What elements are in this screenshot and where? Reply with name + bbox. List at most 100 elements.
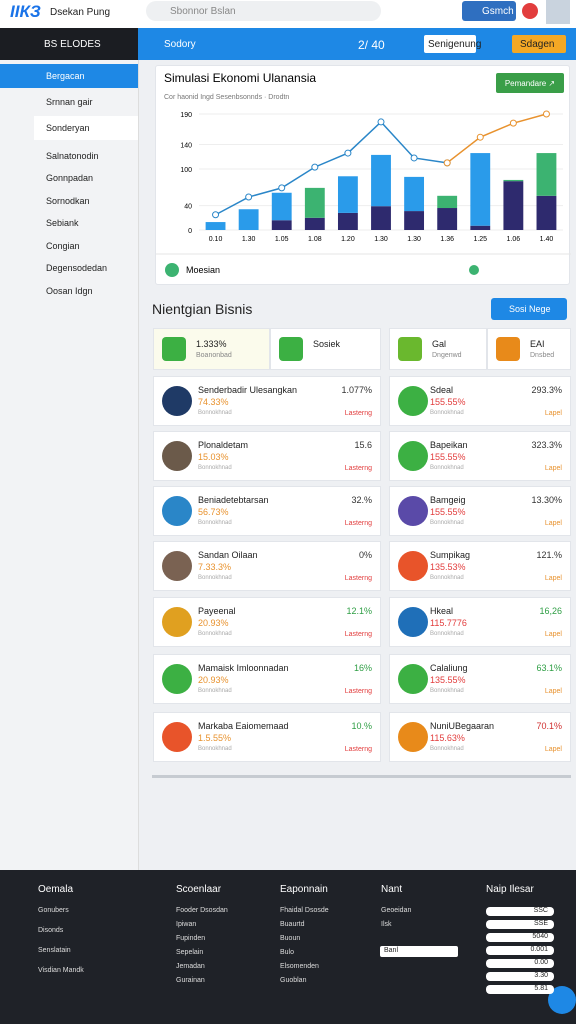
item-value: 16,26 xyxy=(539,606,562,616)
footer-link[interactable]: Bulo xyxy=(280,949,295,956)
menu-text: Sornodkan xyxy=(46,195,90,206)
rate-row: SSE xyxy=(486,920,554,929)
item-link[interactable]: Lapel xyxy=(544,575,562,582)
rate-value: 5040 xyxy=(532,933,548,940)
item-card[interactable]: Sdeal 155.55% Bonnokhnad 293.3% Lapel xyxy=(389,376,571,426)
footer-link[interactable]: Gonubers xyxy=(38,907,69,914)
item-link[interactable]: Lasterng xyxy=(344,746,372,753)
menu-item[interactable]: Sornodkan xyxy=(34,189,138,213)
summary-sub: Dnsbed xyxy=(530,352,555,359)
logo[interactable]: ІІКЗ xyxy=(10,2,41,21)
chart-button-text: Pemandare ↗ xyxy=(505,79,555,88)
item-pct: 135.53% xyxy=(430,562,466,572)
item-link[interactable]: Lasterng xyxy=(344,465,372,472)
item-sub: Bonnokhnad xyxy=(198,520,232,526)
item-card[interactable]: Hkeal 115.7776 Bonnokhnad 16,26 Lapel xyxy=(389,597,571,647)
footer-link[interactable]: Jemadan xyxy=(176,963,205,970)
menu-item[interactable]: Congian xyxy=(34,234,138,258)
button[interactable]: Sdagen xyxy=(512,35,566,53)
footer-link[interactable]: Geoeidan xyxy=(381,907,412,914)
menu-item[interactable]: Srnnan gair xyxy=(34,90,138,114)
icon[interactable] xyxy=(469,265,479,275)
summary-card[interactable]: Sosiek xyxy=(270,328,381,370)
item-sub: Bonnokhnad xyxy=(198,465,232,471)
avatar[interactable] xyxy=(546,0,570,24)
footer-heading: Oemala xyxy=(38,884,74,895)
menu-item[interactable]: Degensodedan xyxy=(34,256,138,280)
footer-heading: Nant xyxy=(381,884,403,895)
footer-link[interactable]: Senslatain xyxy=(38,947,71,954)
footer-link[interactable]: Fooder Dsosdan xyxy=(176,907,228,914)
item-card[interactable]: Plonaldetam 15.03% Bonnokhnad 15.6 Lasterng xyxy=(153,431,381,481)
menu-item[interactable]: Sonderyan xyxy=(34,116,138,140)
x-tick-label: 1.05 xyxy=(275,236,289,243)
search[interactable]: Sbonnor Bslan xyxy=(146,1,381,21)
button[interactable]: Senigenung xyxy=(424,35,481,53)
footer-link[interactable]: Elsomenden xyxy=(280,963,319,970)
item-card[interactable]: NuniUBegaaran 115.63% Bonnokhnad 70.1% Lapel xyxy=(389,712,571,762)
rate-value: SSE xyxy=(533,920,548,927)
footer-link[interactable]: Gurainan xyxy=(176,977,205,984)
item-link[interactable]: Lasterng xyxy=(344,410,372,417)
footer-link[interactable]: Fhaidal Dsosde xyxy=(280,907,329,914)
footer-link[interactable]: Ilsk xyxy=(381,921,392,928)
item-card[interactable]: Sumpikag 135.53% Bonnokhnad 121.% Lapel xyxy=(389,541,571,591)
item-link[interactable]: Lasterng xyxy=(344,575,372,582)
item-card[interactable]: Markaba Eaiomemaad 1.5.55% Bonnokhnad 10.% L… xyxy=(153,712,381,762)
item-card[interactable]: Senderbadir Ulesangkan 74.33% Bonnokhnad 1.… xyxy=(153,376,381,426)
topbar: ІІКЗ Dsekan Pung Sbonnor Bslan Gsmch xyxy=(0,0,576,28)
item-card[interactable]: Sandan Oilaan 7.33.3% Bonnokhnad 0% Lasterng xyxy=(153,541,381,591)
item-card[interactable]: Bapeikan 155.55% Bonnokhnad 323.3% Lapel xyxy=(389,431,571,481)
item-link[interactable]: Lasterng xyxy=(344,688,372,695)
section-button[interactable]: Sosi Nege xyxy=(491,298,567,320)
item-link[interactable]: Lasterng xyxy=(344,520,372,527)
item-link[interactable]: Lapel xyxy=(544,410,562,417)
menu-item[interactable]: Sebiank xyxy=(34,211,138,235)
input[interactable]: Banl xyxy=(380,946,458,957)
item-card[interactable]: Calaliung 135.55% Bonnokhnad 63.1% Lapel xyxy=(389,654,571,704)
item-value: 63.1% xyxy=(536,663,562,673)
summary-card[interactable]: EAI Dnsbed xyxy=(487,328,571,370)
summary-card[interactable]: 1.333% Boanonbad xyxy=(153,328,270,370)
x-tick-label: 1.08 xyxy=(308,236,322,243)
rate-row: 5.81 xyxy=(486,985,554,994)
summary-card[interactable]: Gal Dngenwd xyxy=(389,328,487,370)
menu-text: Bergacan xyxy=(46,71,85,81)
item-card[interactable]: Beniadetebtarsan 56.73% Bonnokhnad 32.% Last… xyxy=(153,486,381,536)
footer-link[interactable]: Sepelain xyxy=(176,949,204,956)
button[interactable]: Gsmch xyxy=(462,1,516,21)
item-link[interactable]: Lasterng xyxy=(344,631,372,638)
item-card[interactable]: Bamgeig 155.55% Bonnokhnad 13.30% Lapel xyxy=(389,486,571,536)
item-value: 12.1% xyxy=(346,606,372,616)
x-tick-label: 1.30 xyxy=(407,236,421,243)
footer-link[interactable]: Visdian Mandk xyxy=(38,967,84,974)
item-value: 10.% xyxy=(351,721,372,731)
footer-link[interactable]: Buaurtd xyxy=(280,921,305,928)
menu-item[interactable]: Oosan Idgn xyxy=(34,279,138,303)
menu-item[interactable]: Salnatonodin xyxy=(34,144,138,168)
item-card[interactable]: Payeenal 20.93% Bonnokhnad 12.1% Lasterng xyxy=(153,597,381,647)
menu-item[interactable]: Bergacan xyxy=(0,64,138,88)
footer-link[interactable]: Ipiwan xyxy=(176,921,197,928)
chart-button[interactable] xyxy=(496,73,564,93)
item-name: Sandan Oilaan xyxy=(198,550,258,560)
rate-row: 5040 xyxy=(486,933,554,942)
rate-row: SSC xyxy=(486,907,554,916)
item-link[interactable]: Lapel xyxy=(544,631,562,638)
footer-link[interactable]: Fupinden xyxy=(176,935,206,942)
item-link[interactable]: Lapel xyxy=(544,746,562,753)
menu-item[interactable]: Gonnpadan xyxy=(34,166,138,190)
x-tick-label: 1.20 xyxy=(341,236,355,243)
item-name: Mamaisk Imloonnadan xyxy=(198,663,289,673)
item-sub: Bonnokhnad xyxy=(430,465,464,471)
footer-link[interactable]: Guoblan xyxy=(280,977,307,984)
footer-link[interactable]: Disonds xyxy=(38,927,64,934)
notify[interactable] xyxy=(522,3,538,19)
item-card[interactable]: Mamaisk Imloonnadan 20.93% Bonnokhnad 16% La… xyxy=(153,654,381,704)
footer-link[interactable]: Buoun xyxy=(280,935,301,942)
app-name: Dsekan Pung xyxy=(50,7,111,18)
item-link[interactable]: Lapel xyxy=(544,465,562,472)
item-link[interactable]: Lapel xyxy=(544,520,562,527)
item-pct: 20.93% xyxy=(198,675,229,685)
item-link[interactable]: Lapel xyxy=(544,688,562,695)
